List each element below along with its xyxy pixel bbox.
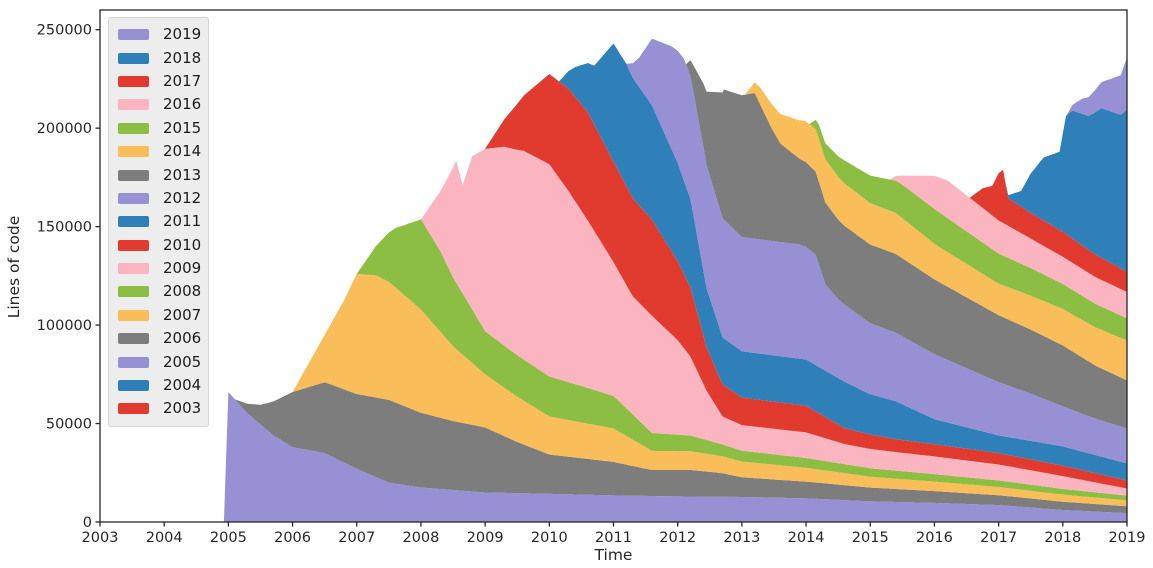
x-tick-label: 2007 <box>338 530 375 546</box>
legend-swatch-2004 <box>118 380 149 392</box>
legend-item-2018: 2018 <box>109 46 208 69</box>
legend-item-2019: 2019 <box>109 23 208 46</box>
legend-swatch-2006 <box>118 333 149 345</box>
legend-label-2019: 2019 <box>163 25 202 44</box>
legend-label-2004: 2004 <box>163 376 202 395</box>
y-tick-label: 100000 <box>37 318 92 334</box>
legend-label-2017: 2017 <box>163 71 202 90</box>
y-tick-label: 200000 <box>37 121 92 137</box>
legend-label-2018: 2018 <box>163 48 202 67</box>
x-tick-label: 2017 <box>980 530 1017 546</box>
area-band-2005 <box>100 392 1127 522</box>
legend-item-2005: 2005 <box>109 350 208 373</box>
legend-swatch-2014 <box>118 146 149 158</box>
legend-label-2008: 2008 <box>163 282 202 301</box>
legend-swatch-2012 <box>118 192 149 204</box>
x-tick-label: 2005 <box>210 530 247 546</box>
x-tick-label: 2013 <box>723 530 760 546</box>
x-tick-label: 2008 <box>402 530 439 546</box>
legend-label-2009: 2009 <box>163 259 202 278</box>
axes-ticks: 2003 2004 2005 2006 2007 2008 2009 2010 2011 2012… <box>37 23 1146 546</box>
area-band-2010 <box>100 74 1127 522</box>
legend-item-2017: 2017 <box>109 70 208 93</box>
x-tick-label: 2015 <box>852 530 889 546</box>
area-bands <box>100 38 1127 523</box>
area-band-2007 <box>100 273 1127 522</box>
y-tick-label: 150000 <box>37 220 92 236</box>
legend-swatch-2017 <box>118 75 149 87</box>
x-tick-label: 2010 <box>531 530 568 546</box>
legend-label-2016: 2016 <box>163 95 202 114</box>
legend-label-2015: 2015 <box>163 118 202 137</box>
legend-label-2010: 2010 <box>163 235 202 254</box>
x-axis-label: Time <box>594 546 633 564</box>
legend-label-2007: 2007 <box>163 305 202 324</box>
legend-swatch-2005 <box>118 356 149 368</box>
legend-item-2012: 2012 <box>109 187 208 210</box>
legend-item-2004: 2004 <box>109 374 208 397</box>
area-band-2011 <box>100 43 1127 522</box>
legend-label-2013: 2013 <box>163 165 202 184</box>
legend-item-2015: 2015 <box>109 117 208 140</box>
x-tick-label: 2011 <box>595 530 632 546</box>
x-tick-label: 2004 <box>146 530 183 546</box>
legend-item-2011: 2011 <box>109 210 208 233</box>
legend-swatch-2019 <box>118 29 149 41</box>
legend-swatch-2007 <box>118 309 149 321</box>
y-axis-label: Lines of code <box>5 215 23 319</box>
legend-swatch-2008 <box>118 286 149 298</box>
legend-swatch-2009 <box>118 263 149 275</box>
y-tick-label: 250000 <box>37 23 92 39</box>
legend-item-2006: 2006 <box>109 327 208 350</box>
legend-label-2014: 2014 <box>163 142 202 161</box>
legend-swatch-2018 <box>118 52 149 64</box>
legend-swatch-2003 <box>118 403 149 415</box>
area-band-2013 <box>100 38 1127 522</box>
legend-item-2016: 2016 <box>109 93 208 116</box>
y-tick-label: 0 <box>83 515 92 531</box>
area-band-2009 <box>100 146 1127 523</box>
legend-item-2014: 2014 <box>109 140 208 163</box>
legend-item-2007: 2007 <box>109 304 208 327</box>
legend-label-2006: 2006 <box>163 329 202 348</box>
x-tick-label: 2009 <box>467 530 504 546</box>
legend-item-2008: 2008 <box>109 280 208 303</box>
legend-swatch-2013 <box>118 169 149 181</box>
x-tick-label: 2012 <box>659 530 696 546</box>
x-tick-label: 2016 <box>916 530 953 546</box>
legend-item-2010: 2010 <box>109 234 208 257</box>
x-tick-label: 2014 <box>788 530 825 546</box>
legend-swatch-2011 <box>118 216 149 228</box>
y-tick-label: 50000 <box>46 417 92 433</box>
legend-swatch-2015 <box>118 122 149 134</box>
legend-swatch-2010 <box>118 239 149 251</box>
legend-label-2011: 2011 <box>163 212 202 231</box>
legend-item-2003: 2003 <box>109 397 208 420</box>
x-tick-label: 2006 <box>274 530 311 546</box>
legend: 2019 2018 2017 2016 2015 2014 2013 2012 2011 2010… <box>108 17 209 427</box>
legend-swatch-2016 <box>118 99 149 111</box>
area-band-2006 <box>100 382 1127 522</box>
legend-label-2012: 2012 <box>163 188 202 207</box>
x-tick-label: 2003 <box>82 530 119 546</box>
legend-item-2013: 2013 <box>109 163 208 186</box>
legend-item-2009: 2009 <box>109 257 208 280</box>
x-tick-label: 2018 <box>1044 530 1081 546</box>
x-tick-label: 2019 <box>1109 530 1146 546</box>
legend-label-2003: 2003 <box>163 399 202 418</box>
legend-label-2005: 2005 <box>163 352 202 371</box>
